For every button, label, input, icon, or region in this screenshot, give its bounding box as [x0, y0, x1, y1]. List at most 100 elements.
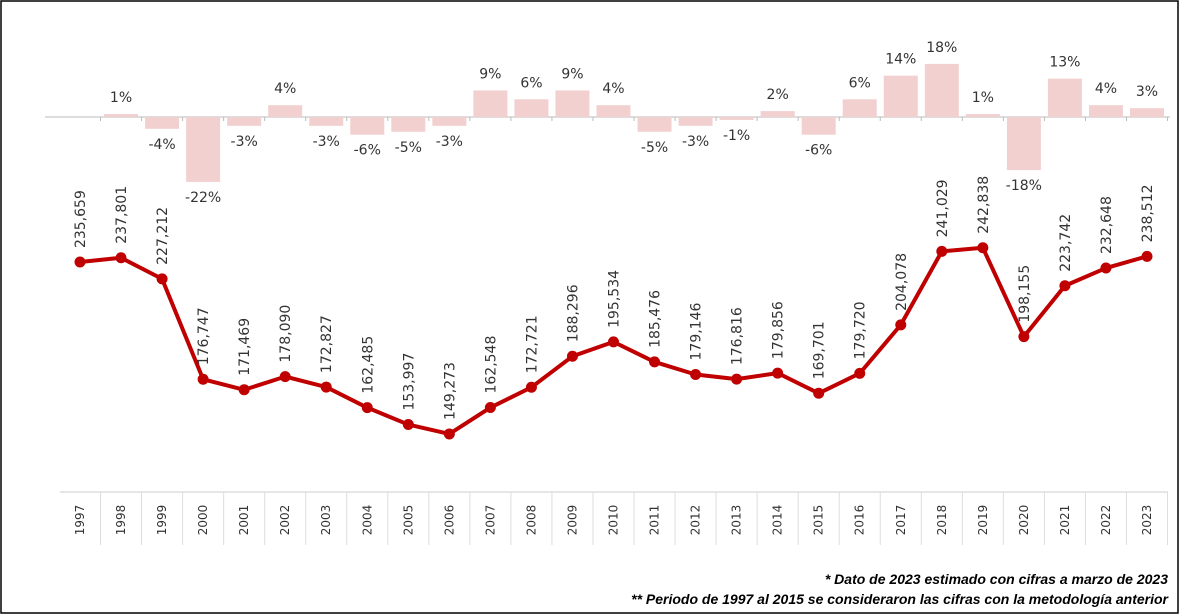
bar — [309, 117, 344, 126]
bar — [924, 63, 959, 117]
bar — [104, 114, 139, 117]
footnote: ** Periodo de 1997 al 2015 se considerar… — [631, 591, 1169, 607]
point — [731, 373, 743, 385]
bar — [268, 105, 303, 117]
x-tick-label: 2011 — [648, 505, 662, 536]
point-value-label: 153,997 — [401, 353, 417, 411]
bar-value-label: -6% — [354, 143, 381, 159]
bar-value-label: 1% — [110, 90, 132, 106]
point-value-label: 179,146 — [689, 303, 705, 361]
point-value-label: 241,029 — [935, 179, 951, 237]
x-tick-label: 2019 — [976, 505, 990, 536]
point-value-label: 171,469 — [237, 318, 253, 376]
bar-value-label: 9% — [561, 66, 583, 82]
point — [525, 381, 537, 393]
point-value-label: 179,720 — [853, 301, 869, 359]
point — [1018, 331, 1030, 343]
point — [1100, 262, 1112, 274]
point-value-label: 188,296 — [565, 284, 581, 342]
bar-value-label: -5% — [395, 140, 422, 156]
bar — [1088, 105, 1123, 117]
point — [1141, 250, 1153, 262]
x-tick-label: 2003 — [319, 505, 333, 536]
point — [854, 367, 866, 379]
bar — [596, 105, 631, 117]
x-tick-label: 2006 — [442, 505, 456, 536]
bar-value-label: 2% — [767, 87, 789, 103]
point-value-label: 238,512 — [1140, 184, 1156, 242]
bar-value-label: 18% — [926, 40, 957, 56]
bar-value-label: -1% — [723, 128, 750, 144]
point — [690, 368, 702, 380]
bar-value-label: 4% — [1095, 81, 1117, 97]
point-value-label: 176,747 — [196, 307, 212, 365]
x-tick-label: 2012 — [689, 505, 703, 536]
point — [361, 402, 373, 414]
x-tick-label: 1997 — [73, 505, 87, 536]
bar — [1047, 78, 1082, 117]
x-tick-label: 2009 — [565, 505, 579, 536]
point — [566, 350, 578, 362]
point-value-label: 185,476 — [648, 290, 664, 348]
bar — [1130, 108, 1164, 117]
bar — [186, 117, 221, 182]
x-tick-label: 2021 — [1058, 505, 1072, 536]
point-value-label: 235,659 — [73, 190, 89, 248]
point-value-label: 204,078 — [894, 253, 910, 311]
bar-value-label: -3% — [436, 134, 463, 150]
bar-value-label: 9% — [479, 66, 501, 82]
bar — [760, 111, 795, 117]
bar — [432, 117, 467, 126]
x-tick-label: 2007 — [483, 505, 497, 536]
x-tick-label: 2018 — [935, 505, 949, 536]
x-tick-label: 2001 — [237, 505, 251, 536]
point — [443, 428, 455, 440]
bar — [678, 117, 713, 126]
bar-value-label: -3% — [231, 134, 258, 150]
bar — [350, 117, 385, 135]
bar — [391, 117, 426, 132]
point-value-label: 162,485 — [360, 336, 376, 394]
x-tick-label: 2015 — [812, 505, 826, 536]
bar — [145, 117, 180, 129]
point — [484, 402, 496, 414]
x-tick-label: 1999 — [155, 505, 169, 536]
point — [813, 387, 825, 399]
bar-value-label: 13% — [1049, 55, 1080, 71]
bar-value-label: -3% — [682, 134, 709, 150]
bar-value-label: 14% — [885, 52, 916, 68]
x-tick-label: 2008 — [524, 505, 538, 536]
bar-value-label: -18% — [1006, 178, 1042, 194]
point — [156, 273, 168, 285]
point — [74, 256, 86, 268]
point-value-label: 172,827 — [319, 315, 335, 373]
bar-value-label: 4% — [602, 81, 624, 97]
point-value-label: 169,701 — [812, 321, 828, 379]
bar-value-label: 4% — [274, 81, 296, 97]
x-tick-label: 2000 — [196, 505, 210, 536]
point — [977, 242, 989, 254]
point-value-label: 227,212 — [155, 207, 171, 265]
bar — [801, 117, 836, 135]
point — [238, 384, 250, 396]
bar-value-label: -4% — [148, 137, 175, 153]
bar-value-label: 6% — [520, 75, 542, 91]
x-tick-label: 1998 — [114, 505, 128, 536]
x-tick-label: 2022 — [1099, 505, 1113, 536]
bar — [965, 114, 1000, 117]
point-value-label: 179,856 — [771, 301, 787, 359]
x-tick-label: 2010 — [607, 505, 621, 536]
point — [936, 245, 948, 257]
bar — [227, 117, 262, 126]
x-tick-label: 2004 — [360, 505, 374, 536]
bar-value-label: -6% — [805, 143, 832, 159]
point — [115, 252, 127, 264]
point — [772, 367, 784, 379]
point-value-label: 149,273 — [442, 362, 458, 420]
bar — [473, 90, 508, 117]
point-value-label: 232,648 — [1099, 196, 1115, 254]
bar — [719, 117, 754, 120]
point-value-label: 237,801 — [114, 186, 130, 244]
